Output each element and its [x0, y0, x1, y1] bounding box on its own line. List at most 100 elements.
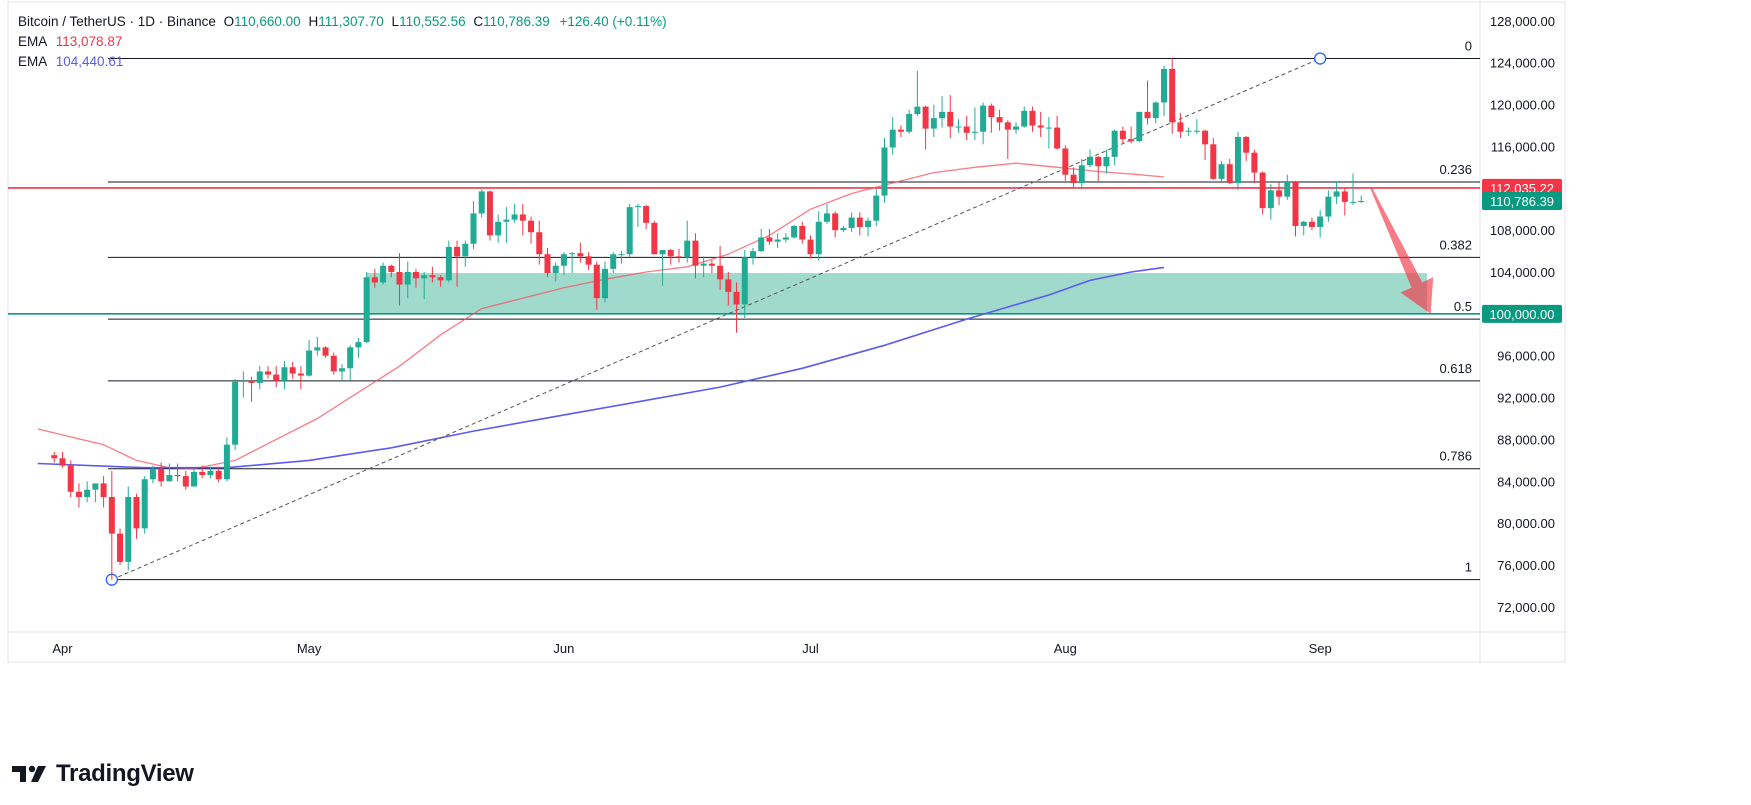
candle-body — [117, 533, 124, 562]
candle — [1004, 120, 1011, 159]
candle-body — [207, 470, 214, 476]
candle-body — [791, 225, 798, 238]
candle — [725, 272, 732, 306]
candle-body — [1210, 144, 1217, 179]
candle — [577, 242, 584, 263]
candle-body — [1325, 196, 1332, 217]
candle-body — [503, 219, 510, 222]
candle-body — [684, 240, 691, 258]
candle — [717, 245, 724, 290]
candle-body — [717, 265, 724, 280]
time-axis-tick: Aug — [1054, 641, 1077, 656]
tradingview-branding[interactable]: TradingView — [12, 760, 194, 788]
candle-body — [626, 207, 633, 255]
open-value: 110,660.00 — [234, 14, 301, 29]
candle-body — [560, 254, 567, 266]
candle — [881, 138, 888, 203]
candle-body — [544, 254, 551, 274]
ema-slow-label: EMA — [18, 54, 48, 69]
candle-body — [486, 191, 493, 236]
candle-body — [215, 470, 222, 480]
candle — [1078, 158, 1085, 190]
candle-body — [495, 221, 502, 236]
candle — [256, 366, 263, 390]
candle — [1243, 135, 1250, 162]
candle — [125, 486, 132, 571]
candle-body — [1160, 68, 1167, 103]
candle-body — [1087, 156, 1093, 166]
candle — [1136, 111, 1143, 143]
candle-body — [1119, 130, 1126, 140]
candle-body — [1152, 102, 1159, 119]
candle-body — [519, 214, 526, 221]
candle-body — [265, 371, 271, 375]
time-axis-tick: Jul — [802, 641, 819, 656]
candle — [889, 117, 896, 155]
candle-body — [1267, 190, 1274, 209]
candle-body — [725, 279, 732, 292]
candle-body — [380, 265, 387, 283]
candle — [1045, 117, 1052, 149]
candle — [1251, 149, 1258, 184]
candle — [437, 275, 444, 287]
candle — [1037, 111, 1044, 137]
price-axis-tick: 92,000.00 — [1497, 391, 1555, 406]
candle — [215, 466, 222, 483]
candle — [100, 476, 107, 508]
price-axis-badge — [1482, 304, 1562, 323]
candle — [1013, 122, 1020, 134]
symbol-title[interactable]: Bitcoin / TetherUS · 1D · Binance — [18, 14, 216, 29]
price-axis-badge-text: 100,000.00 — [1489, 307, 1554, 322]
candle-body — [807, 239, 814, 255]
ema-fast-row[interactable]: EMA 113,078.87 — [18, 32, 667, 52]
candle — [75, 483, 82, 508]
candle-body — [988, 105, 995, 118]
candle — [322, 346, 329, 358]
candle — [1054, 116, 1061, 150]
candle — [1210, 138, 1217, 180]
candle-body — [84, 489, 91, 497]
candle — [996, 109, 1003, 131]
candle-body — [585, 256, 592, 265]
candle-body — [347, 347, 354, 369]
price-axis-tick: 124,000.00 — [1490, 56, 1555, 71]
candle — [552, 262, 559, 282]
candle — [174, 463, 181, 482]
ema-slow-value: 104,440.61 — [55, 54, 124, 69]
candle — [1226, 158, 1233, 185]
time-axis-tick: Apr — [52, 641, 73, 656]
candle — [108, 470, 115, 580]
candle — [741, 250, 748, 319]
price-chart[interactable]: 0 0.236 0.382 0.5 0.618 0.786 1 128,000.00 124,… — [0, 0, 1751, 740]
candle-body — [856, 217, 863, 227]
candle-body — [1358, 200, 1365, 202]
candle — [1062, 145, 1069, 181]
candle-body — [1177, 122, 1184, 132]
candle-body — [758, 237, 765, 252]
candle — [1300, 220, 1307, 236]
candle — [232, 378, 239, 450]
candle — [823, 203, 830, 224]
price-axis-tick: 88,000.00 — [1497, 432, 1555, 447]
candle-body — [462, 243, 469, 257]
candle-body — [388, 265, 395, 272]
candle — [708, 259, 715, 274]
candle-body — [1054, 127, 1061, 149]
candle-body — [454, 246, 461, 257]
ema-slow-row[interactable]: EMA 104,440.61 — [18, 52, 667, 72]
candle — [199, 465, 206, 479]
candle — [1070, 167, 1077, 189]
candle — [807, 235, 814, 259]
candle-body — [59, 458, 66, 466]
bearish-projection-arrow — [1370, 187, 1434, 314]
candle — [930, 104, 937, 137]
candle-body — [273, 374, 280, 381]
candle-body — [191, 471, 198, 487]
candle — [593, 261, 600, 310]
candle-body — [1333, 191, 1340, 197]
candle-body — [166, 475, 173, 482]
candle — [832, 211, 839, 238]
candle — [117, 528, 124, 566]
candle-body — [766, 237, 773, 242]
fib-level-label: 0.236 — [1439, 162, 1472, 177]
